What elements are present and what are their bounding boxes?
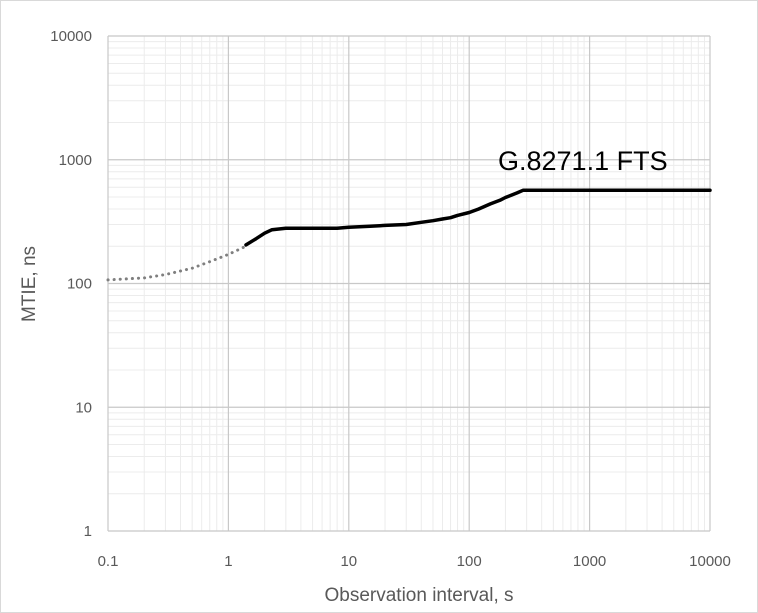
y-tick-label: 100 <box>67 276 92 293</box>
y-tick-label: 1 <box>84 523 92 540</box>
x-axis-title: Observation interval, s <box>324 585 513 606</box>
mtie-mask-line <box>244 188 712 247</box>
major-gridlines <box>107 35 711 532</box>
x-tick-labels: 0.1 1 10 100 1000 10000 <box>98 553 731 570</box>
y-tick-labels: 1 10 100 1000 10000 <box>50 28 92 540</box>
y-axis-title: MTIE, ns <box>19 246 40 322</box>
x-tick-label: 10000 <box>689 553 731 570</box>
annotation-label: G.8271.1 FTS <box>498 146 668 176</box>
y-tick-label: 10 <box>75 399 92 416</box>
y-tick-label: 1000 <box>59 152 92 169</box>
series-layer <box>106 188 712 282</box>
x-tick-label: 1000 <box>573 553 606 570</box>
x-tick-label: 10 <box>340 553 357 570</box>
x-tick-label: 1 <box>224 553 232 570</box>
y-tick-label: 10000 <box>50 28 92 45</box>
x-tick-label: 100 <box>457 553 482 570</box>
x-tick-label: 0.1 <box>98 553 119 570</box>
dotted-extrapolation-line <box>106 244 248 282</box>
